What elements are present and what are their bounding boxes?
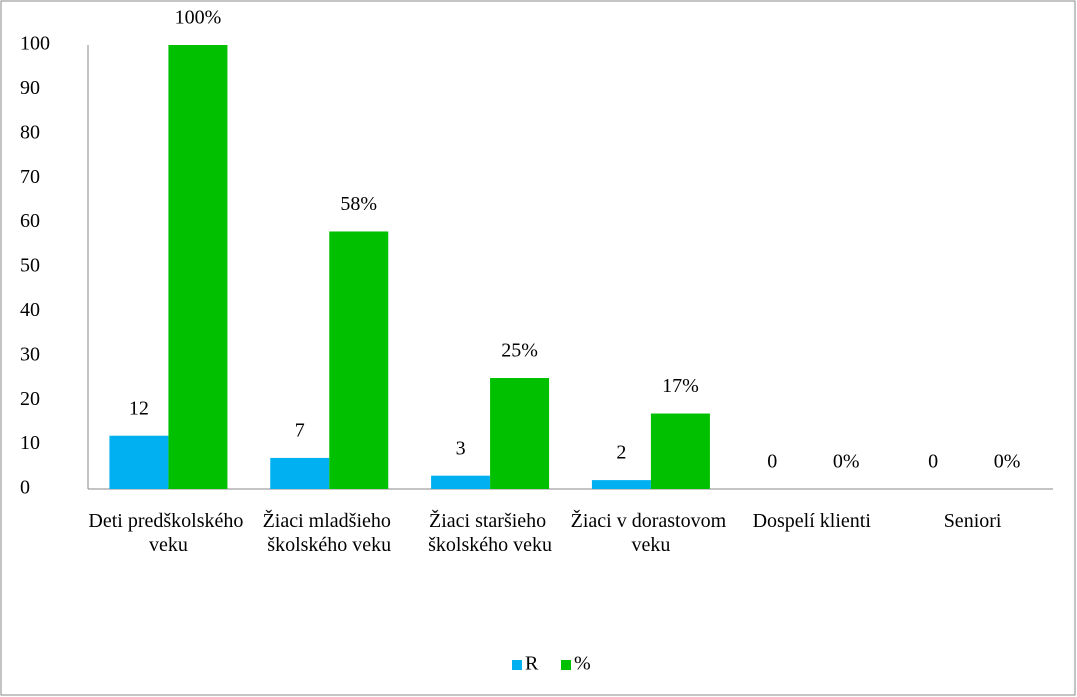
x-tick-label: Seniori (944, 510, 1002, 532)
y-tick-label: 70 (20, 166, 40, 188)
data-label: 100% (175, 7, 222, 29)
data-label: 2 (616, 442, 626, 464)
data-label: 17% (662, 375, 699, 397)
x-tick-label: Žiaci mladšieho školského veku (263, 509, 396, 556)
bar (168, 45, 228, 489)
x-tick-label: Žiaci v dorastovom veku (571, 509, 732, 556)
bar (270, 457, 330, 489)
data-label: 0% (994, 451, 1021, 473)
y-tick-label: 20 (20, 388, 40, 410)
x-tick-label: Žiaci staršieho školského veku (428, 509, 552, 556)
data-label: 7 (295, 420, 305, 442)
data-label: 58% (340, 193, 377, 215)
legend-swatch (561, 660, 571, 670)
bar (329, 231, 389, 490)
bar (650, 413, 710, 489)
legend-label: R (525, 653, 539, 675)
data-label: 3 (456, 437, 466, 459)
y-tick-label: 90 (20, 77, 40, 99)
bar (431, 475, 491, 489)
legend-swatch (512, 660, 522, 670)
legend-label: % (574, 653, 591, 675)
data-label: 0% (833, 451, 860, 473)
y-tick-label: 0 (20, 477, 30, 499)
bar (109, 435, 169, 489)
y-tick-label: 100 (20, 33, 50, 55)
y-tick-label: 40 (20, 299, 40, 321)
x-tick-label: Deti predškolského veku (88, 510, 248, 556)
y-tick-label: 10 (20, 432, 40, 454)
y-tick-label: 50 (20, 255, 40, 277)
y-tick-label: 60 (20, 210, 40, 232)
data-label: 0 (767, 451, 777, 473)
bar (591, 480, 651, 489)
y-tick-label: 30 (20, 343, 40, 365)
data-label: 0 (928, 451, 938, 473)
data-label: 12 (129, 397, 149, 419)
y-tick-label: 80 (20, 121, 40, 143)
data-label: 25% (501, 340, 538, 362)
x-tick-label: Dospelí klienti (753, 510, 872, 532)
bar (490, 378, 550, 489)
